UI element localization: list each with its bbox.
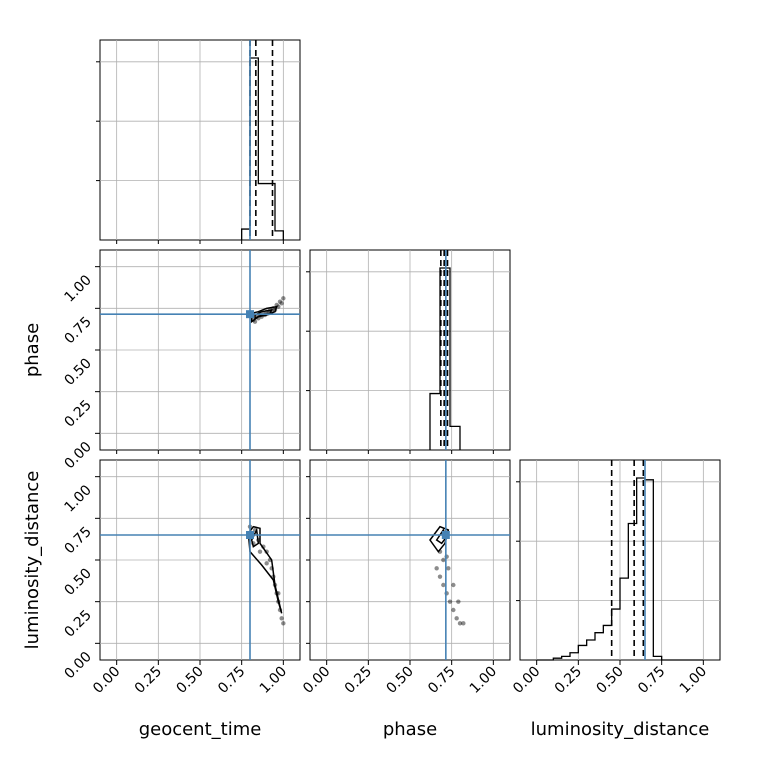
sample-point	[456, 599, 461, 604]
y-tick-label: 0.00	[61, 649, 94, 682]
sample-point	[257, 549, 263, 554]
sample-point	[281, 621, 286, 626]
x-tick-label: 0.00	[300, 664, 333, 697]
histogram-step	[429, 267, 461, 450]
scatter-geocent-phase	[100, 250, 300, 450]
y-tick-label: 0.50	[61, 356, 94, 389]
x-tick-label: 1.00	[257, 664, 290, 697]
panel-scatter-geocent-phase	[99, 249, 301, 451]
y-tick-label: 0.00	[61, 439, 94, 472]
x-tick-label: 1.00	[677, 664, 710, 697]
y-tick-label: 0.25	[61, 607, 94, 640]
y-tick-label: 1.00	[61, 482, 94, 515]
panel-scatter-phase-distance	[309, 459, 511, 661]
y-tick-label: 0.25	[61, 397, 94, 430]
x-axis-label-luminosity-distance: luminosity_distance	[531, 719, 710, 740]
density-contour	[247, 525, 283, 614]
sample-point	[441, 582, 446, 588]
panel-hist-phase	[306, 249, 511, 451]
sample-point	[279, 301, 284, 306]
truth-marker	[246, 310, 254, 319]
y-tick-label: 1.00	[61, 272, 94, 305]
histogram-step	[536, 477, 704, 661]
histogram-step	[241, 57, 284, 240]
sample-point	[454, 616, 459, 621]
sample-point	[447, 599, 453, 604]
truth-marker	[441, 531, 450, 539]
sample-point	[277, 299, 283, 304]
sample-point	[434, 566, 439, 571]
y-tick-label: 0.75	[61, 524, 94, 557]
sample-point	[461, 621, 466, 626]
x-tick-label: 1.00	[467, 664, 500, 697]
x-tick-label: 0.75	[425, 664, 458, 697]
x-tick-label: 0.50	[173, 664, 206, 697]
x-tick-label: 0.00	[90, 664, 123, 697]
sample-point	[446, 566, 451, 571]
panel-scatter-geocent-distance	[99, 459, 301, 661]
panel-hist-distance	[516, 459, 721, 661]
x-tick-label: 0.25	[132, 664, 165, 697]
sample-point	[264, 561, 269, 566]
x-tick-label: 0.25	[342, 664, 375, 697]
x-tick-label: 0.75	[635, 664, 668, 697]
sample-point	[451, 582, 456, 588]
x-axis-label-phase: phase	[383, 719, 437, 740]
y-axis-label-luminosity-distance: luminosity_distance	[22, 471, 43, 650]
sample-point	[276, 304, 281, 309]
hist-luminosity-distance	[516, 460, 720, 661]
sample-point	[457, 621, 463, 626]
sample-point	[441, 557, 446, 563]
x-axis-label-geocent-time: geocent_time	[139, 719, 262, 740]
x-tick-label: 0.50	[593, 664, 626, 697]
scatter-geocent-distance	[100, 460, 300, 660]
density-contour	[250, 527, 260, 548]
sample-point	[437, 574, 443, 579]
x-tick-label: 0.00	[510, 664, 543, 697]
y-tick-label: 0.50	[61, 566, 94, 599]
x-tick-label: 0.25	[552, 664, 585, 697]
y-tick-label: 0.75	[61, 314, 94, 347]
x-tick-label: 0.75	[215, 664, 248, 697]
panel-hist-geocent-time	[96, 39, 301, 241]
truth-marker	[246, 531, 254, 539]
sample-point	[281, 296, 286, 301]
y-axis-label-phase: phase	[22, 323, 43, 377]
density-contour	[254, 309, 273, 320]
scatter-phase-distance	[310, 460, 510, 660]
sample-point	[279, 616, 284, 621]
hist-geocent-time	[96, 40, 300, 240]
x-tick-label: 0.50	[383, 664, 416, 697]
hist-phase	[306, 250, 510, 450]
sample-point	[451, 607, 456, 613]
